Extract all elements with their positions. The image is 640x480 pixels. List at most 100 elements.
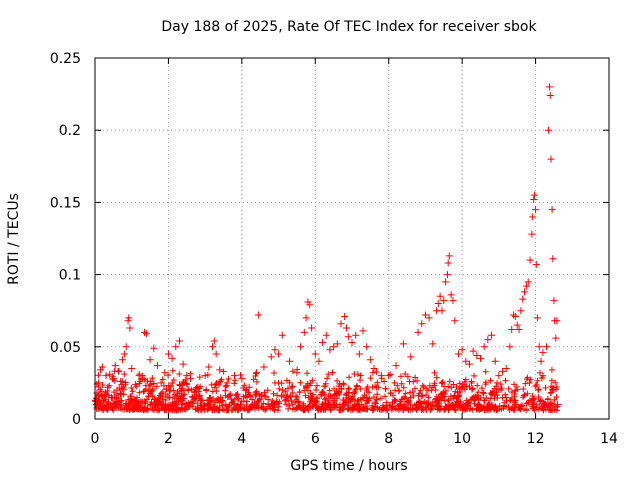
x-tick-label: 14 bbox=[600, 431, 618, 447]
data-point-marker bbox=[532, 260, 540, 268]
data-point-marker bbox=[530, 191, 538, 199]
data-point-marker bbox=[201, 372, 209, 380]
band-marker bbox=[271, 379, 278, 386]
band-marker bbox=[283, 394, 290, 401]
data-point-marker bbox=[245, 383, 253, 391]
band-marker bbox=[462, 376, 469, 383]
band-marker bbox=[115, 395, 122, 402]
band-marker bbox=[391, 379, 398, 386]
band-marker bbox=[390, 392, 397, 399]
band-marker bbox=[538, 405, 545, 412]
band-marker bbox=[373, 369, 380, 376]
data-point-marker bbox=[454, 350, 462, 358]
band-marker bbox=[99, 381, 106, 388]
band-marker bbox=[494, 379, 501, 386]
data-point-marker bbox=[528, 230, 536, 238]
data-point-marker bbox=[532, 206, 540, 214]
data-point-marker bbox=[438, 307, 446, 315]
band-marker bbox=[159, 396, 166, 403]
data-point-marker bbox=[108, 393, 116, 401]
data-point-marker bbox=[319, 338, 327, 346]
data-point-marker bbox=[120, 350, 128, 358]
data-point-marker bbox=[515, 325, 523, 333]
band-marker bbox=[399, 402, 406, 409]
band-marker bbox=[313, 387, 320, 394]
band-marker bbox=[169, 395, 176, 402]
band-marker bbox=[173, 401, 180, 408]
data-point-marker bbox=[341, 312, 349, 320]
band-marker bbox=[318, 389, 325, 396]
band-marker bbox=[249, 404, 256, 411]
band-marker bbox=[463, 382, 470, 389]
band-marker bbox=[131, 405, 138, 412]
data-point-marker bbox=[128, 364, 136, 372]
band-marker bbox=[459, 383, 466, 390]
band-marker bbox=[414, 377, 421, 384]
band-marker bbox=[308, 393, 315, 400]
band-marker bbox=[480, 390, 487, 397]
band-marker bbox=[215, 396, 222, 403]
band-marker bbox=[526, 380, 533, 387]
data-point-marker bbox=[549, 255, 557, 263]
band-marker bbox=[235, 395, 242, 402]
band-marker bbox=[325, 397, 332, 404]
data-point-marker bbox=[210, 337, 218, 345]
band-marker bbox=[269, 405, 276, 412]
band-marker bbox=[274, 407, 281, 414]
band-marker bbox=[249, 396, 256, 403]
band-marker bbox=[159, 388, 166, 395]
x-tick-label: 10 bbox=[453, 431, 471, 447]
band-marker bbox=[489, 389, 496, 396]
band-marker bbox=[383, 399, 390, 406]
band-marker bbox=[374, 379, 381, 386]
band-marker bbox=[400, 384, 407, 391]
data-point-marker bbox=[440, 297, 448, 305]
band-marker bbox=[417, 387, 424, 394]
band-marker bbox=[204, 371, 211, 378]
data-point-marker bbox=[407, 353, 415, 361]
band-marker bbox=[179, 392, 186, 399]
band-marker bbox=[137, 378, 144, 385]
band-marker bbox=[409, 388, 416, 395]
band-marker bbox=[472, 395, 479, 402]
band-marker bbox=[358, 407, 365, 414]
band-marker bbox=[377, 395, 384, 402]
data-point-marker bbox=[125, 314, 133, 322]
data-point-marker bbox=[175, 337, 183, 345]
band-marker bbox=[245, 389, 252, 396]
band-marker bbox=[477, 394, 484, 401]
data-point-marker bbox=[322, 331, 330, 339]
band-marker bbox=[536, 369, 543, 376]
band-marker bbox=[103, 391, 110, 398]
band-marker bbox=[545, 402, 552, 409]
dense-band bbox=[92, 366, 561, 414]
band-marker bbox=[369, 369, 376, 376]
band-marker bbox=[289, 389, 296, 396]
band-marker bbox=[511, 393, 518, 400]
band-marker bbox=[170, 376, 177, 383]
band-marker bbox=[149, 404, 156, 411]
band-marker bbox=[271, 406, 278, 413]
band-marker bbox=[158, 390, 165, 397]
data-point-marker bbox=[418, 320, 426, 328]
band-marker bbox=[319, 388, 326, 395]
band-marker bbox=[551, 406, 558, 413]
band-marker bbox=[236, 404, 243, 411]
data-point-marker bbox=[168, 354, 176, 362]
data-point-marker bbox=[267, 353, 275, 361]
band-marker bbox=[466, 405, 473, 412]
data-point-marker bbox=[443, 271, 451, 279]
band-marker bbox=[125, 396, 132, 403]
band-marker bbox=[279, 387, 286, 394]
band-marker bbox=[346, 374, 353, 381]
band-marker bbox=[271, 370, 278, 377]
band-marker bbox=[423, 407, 430, 414]
data-point-marker bbox=[519, 295, 527, 303]
data-point-marker bbox=[495, 372, 503, 380]
band-marker bbox=[547, 407, 554, 414]
band-marker bbox=[301, 404, 308, 411]
band-marker bbox=[369, 384, 376, 391]
band-marker bbox=[163, 407, 170, 414]
y-tick-label: 0.1 bbox=[59, 268, 81, 284]
band-marker bbox=[419, 382, 426, 389]
